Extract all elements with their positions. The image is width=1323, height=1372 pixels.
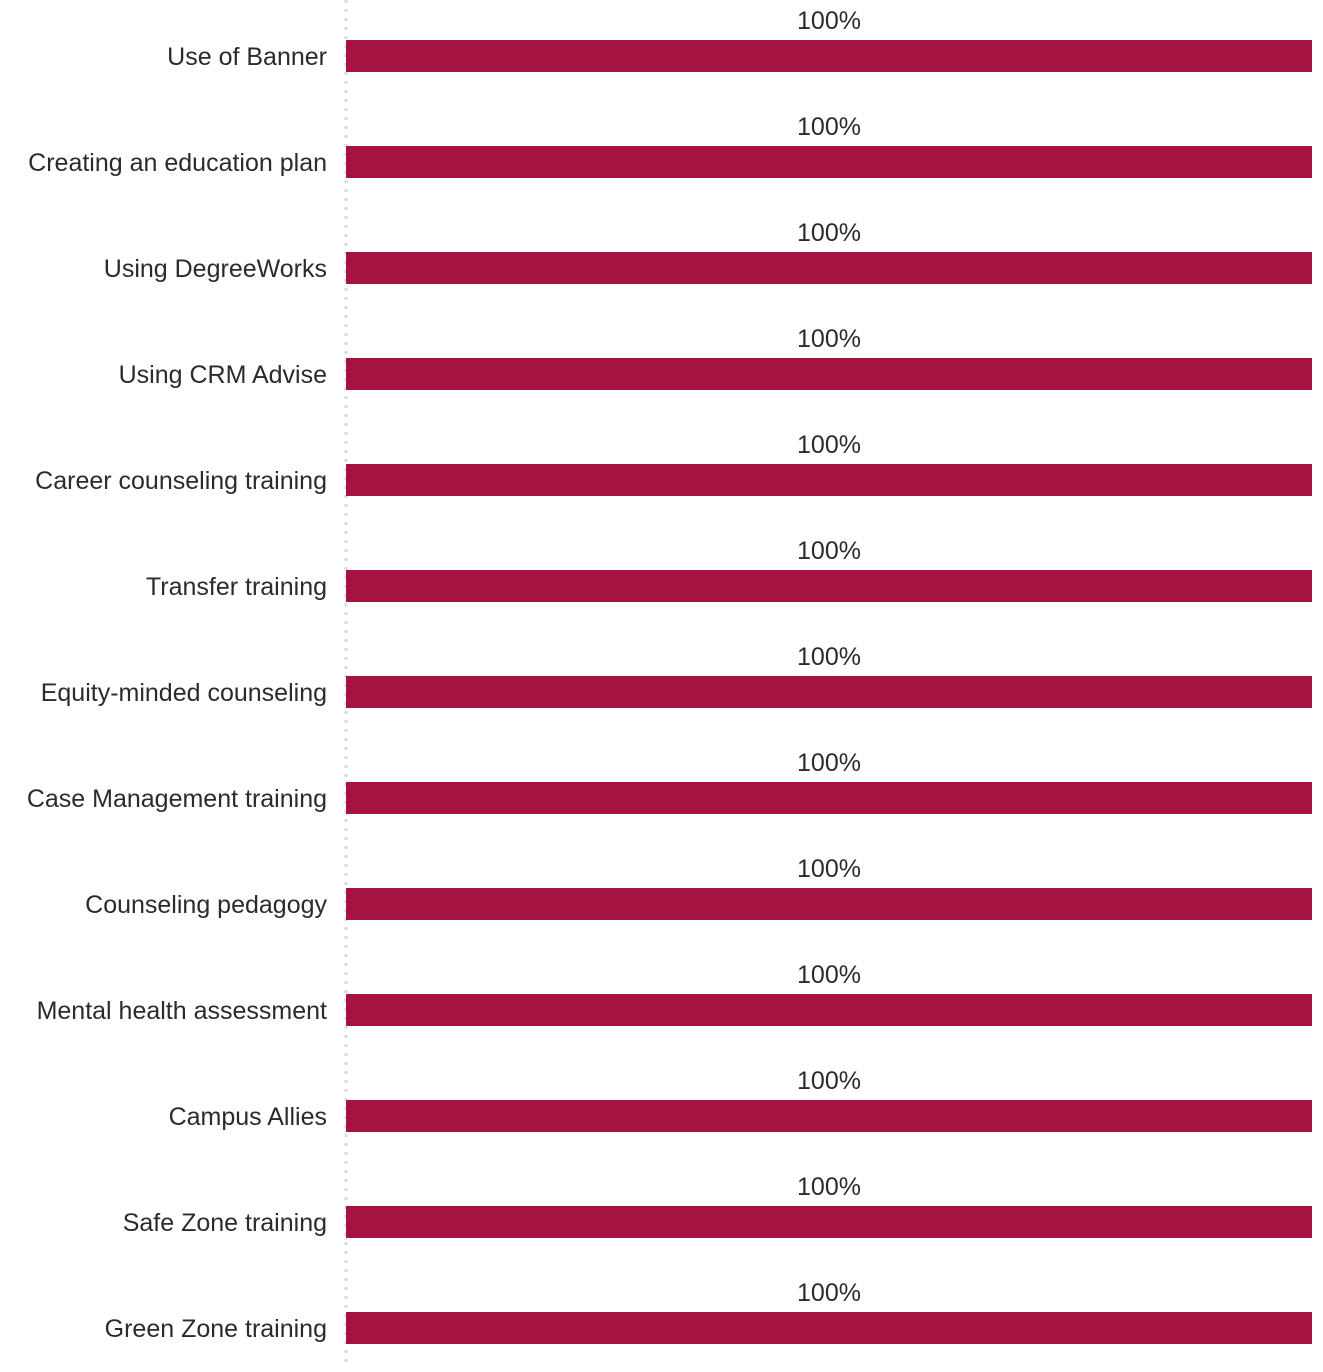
category-label: Career counseling training: [35, 467, 327, 495]
bar: [346, 994, 1312, 1026]
bar: [346, 888, 1312, 920]
category-label: Equity-minded counseling: [41, 679, 327, 707]
value-label: 100%: [797, 855, 861, 883]
category-label: Creating an education plan: [28, 149, 327, 177]
value-label: 100%: [797, 431, 861, 459]
value-label: 100%: [797, 537, 861, 565]
bar: [346, 358, 1312, 390]
category-label: Use of Banner: [167, 43, 327, 71]
value-label: 100%: [797, 1173, 861, 1201]
bar: [346, 570, 1312, 602]
value-label: 100%: [797, 643, 861, 671]
value-labels-group: 100% 100% 100% 100% 100% 100% 100% 100% 100% 100%…: [797, 7, 861, 1307]
category-label: Using CRM Advise: [119, 361, 327, 389]
bar: [346, 146, 1312, 178]
category-label: Counseling pedagogy: [85, 891, 327, 919]
value-label: 100%: [797, 961, 861, 989]
bar: [346, 252, 1312, 284]
value-label: 100%: [797, 325, 861, 353]
bars-group: [346, 40, 1312, 1344]
bar: [346, 782, 1312, 814]
category-label: Campus Allies: [169, 1103, 327, 1131]
category-label: Transfer training: [146, 573, 327, 601]
bar: [346, 1206, 1312, 1238]
value-label: 100%: [797, 1067, 861, 1095]
category-label: Green Zone training: [105, 1315, 327, 1343]
bar: [346, 1312, 1312, 1344]
category-label: Safe Zone training: [123, 1209, 327, 1237]
bar: [346, 1100, 1312, 1132]
bar: [346, 40, 1312, 72]
category-labels-group: Use of Banner Creating an education plan U…: [27, 43, 328, 1343]
value-label: 100%: [797, 7, 861, 35]
bar: [346, 464, 1312, 496]
value-label: 100%: [797, 113, 861, 141]
bar: [346, 676, 1312, 708]
value-label: 100%: [797, 1279, 861, 1307]
category-label: Case Management training: [27, 785, 327, 813]
value-label: 100%: [797, 749, 861, 777]
category-label: Using DegreeWorks: [104, 255, 327, 283]
value-label: 100%: [797, 219, 861, 247]
category-label: Mental health assessment: [37, 997, 327, 1025]
